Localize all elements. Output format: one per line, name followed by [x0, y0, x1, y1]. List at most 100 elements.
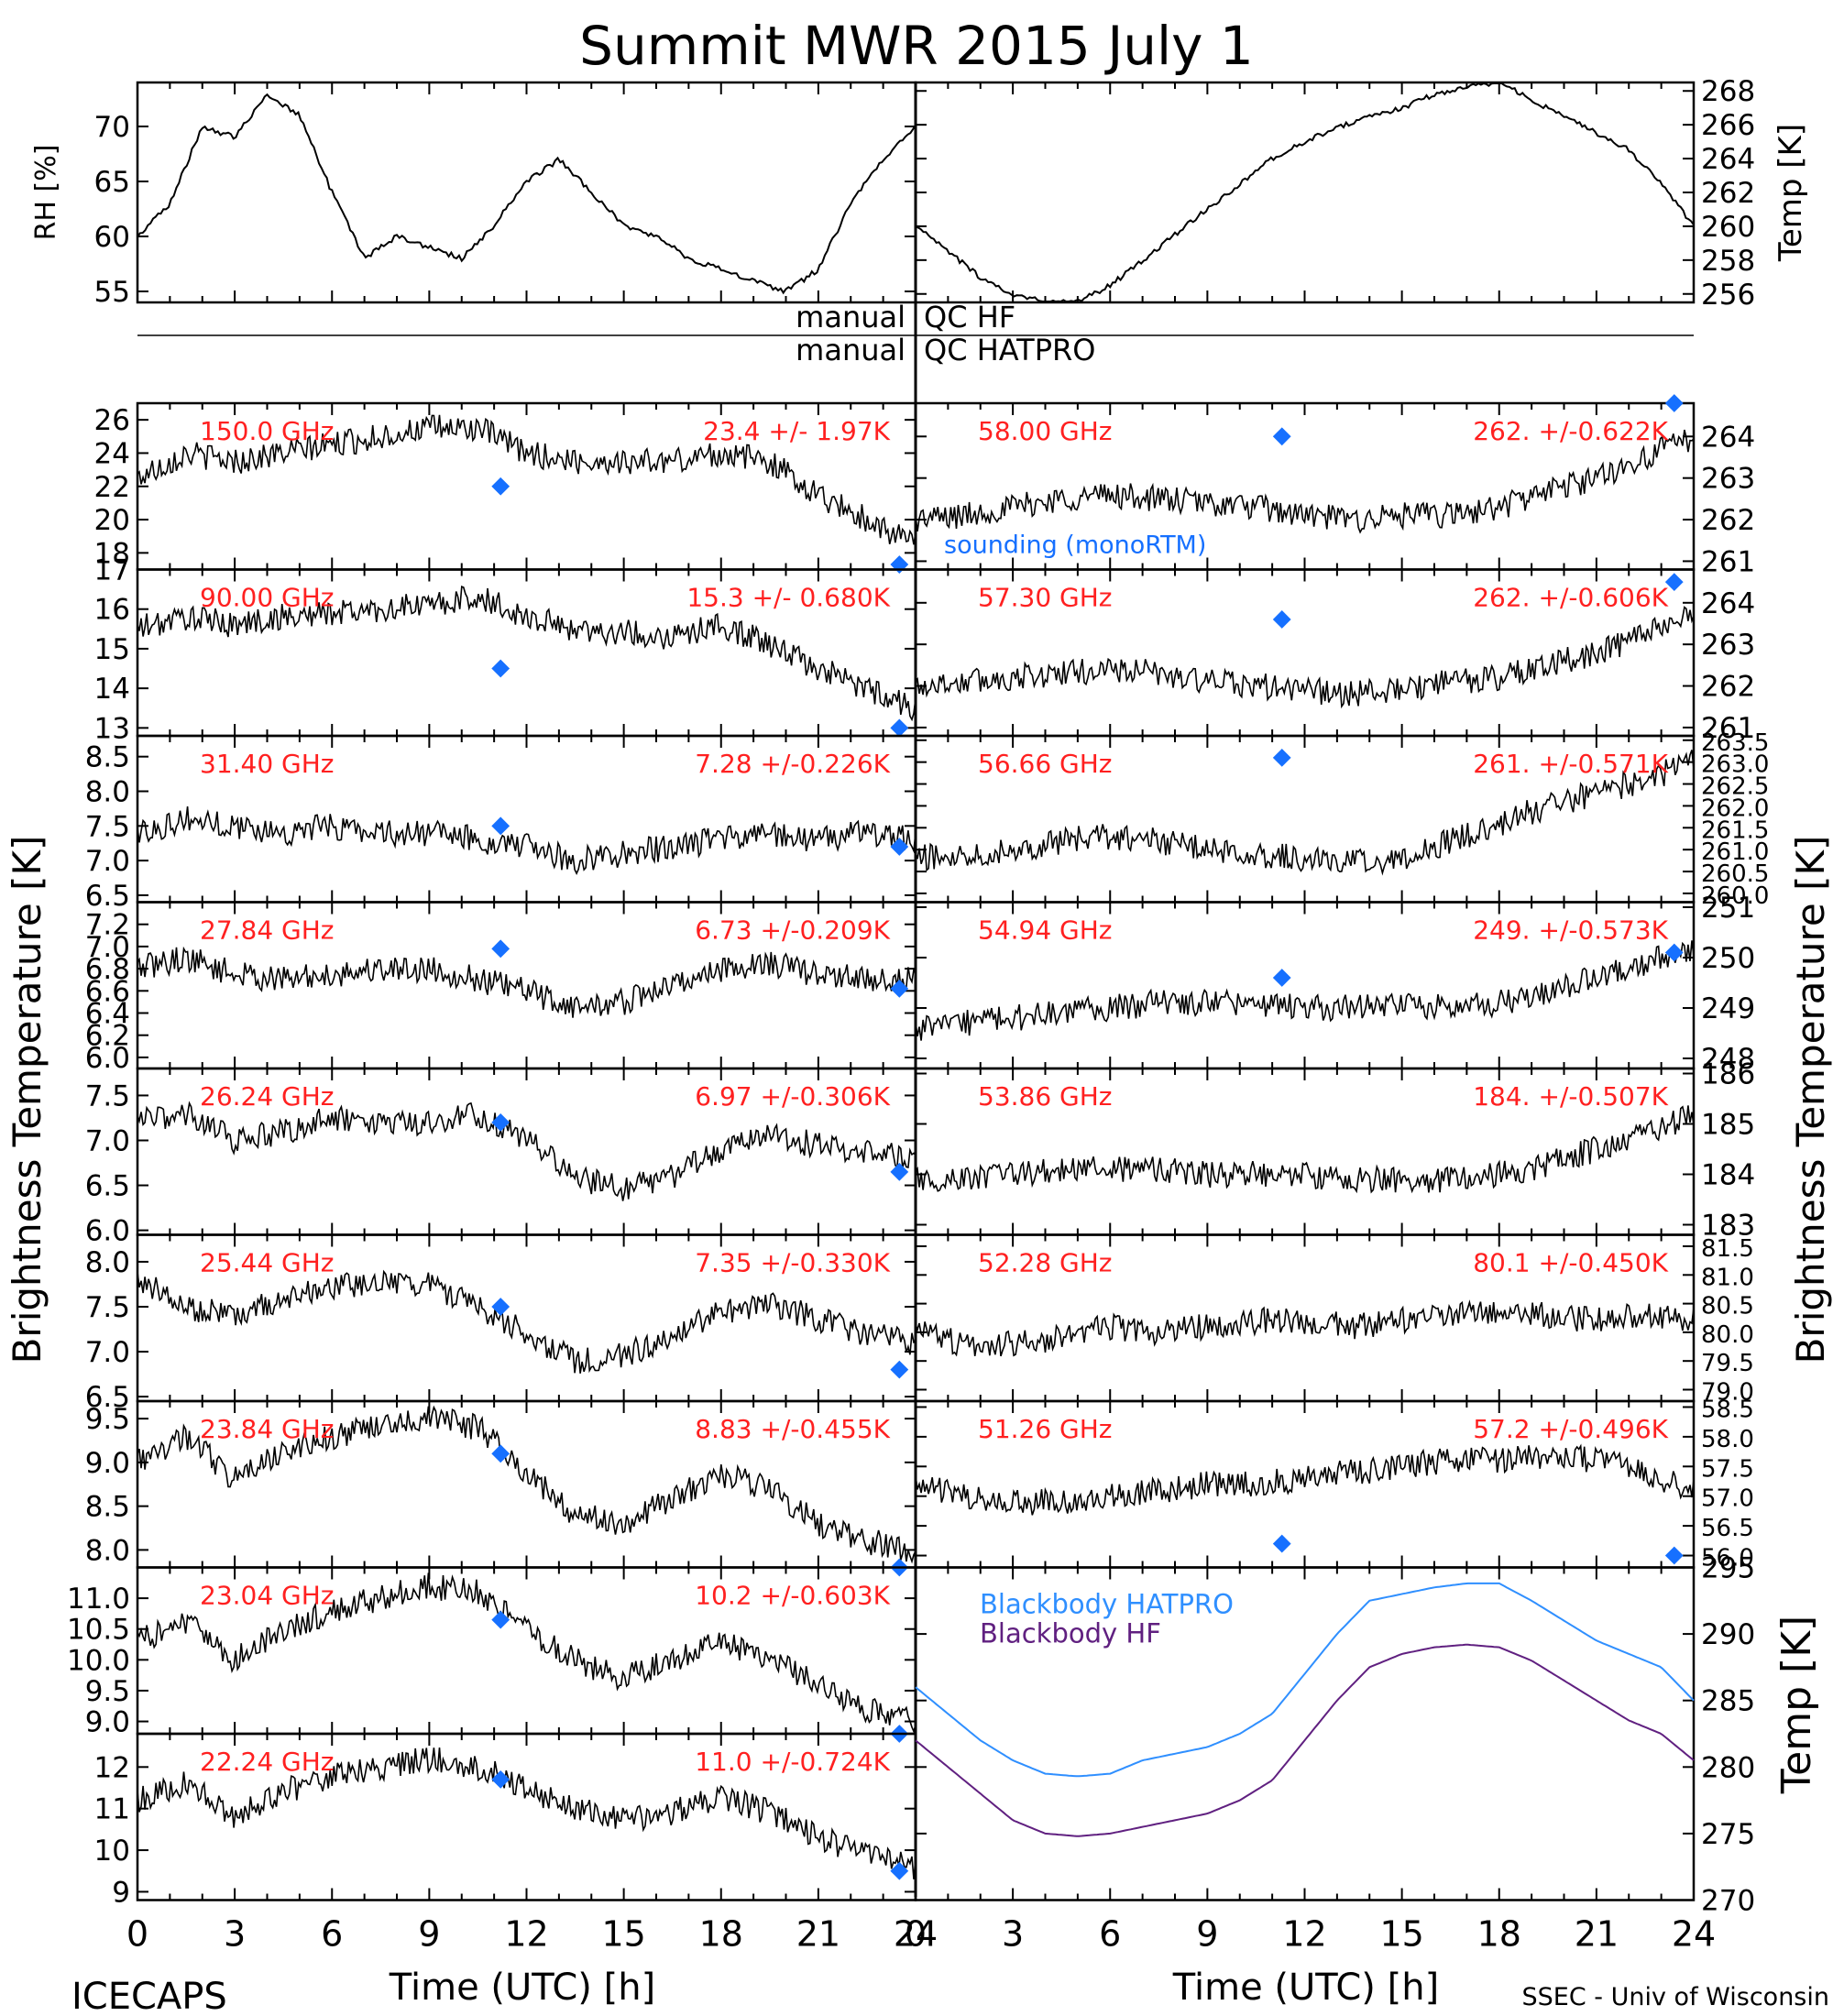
x-tick-label: 18	[1477, 1914, 1521, 1955]
panel-ch-23.04: 9.09.510.010.511.0 23.04 GHz 10.2 +/-0.603…	[67, 1566, 917, 1743]
y-tick-label: 6.8	[85, 953, 130, 986]
y-tick-label: 6.5	[85, 1381, 130, 1414]
y-tick-label: 65	[94, 166, 130, 199]
y-tick-label: 6.0	[85, 1215, 130, 1248]
x-tick-label: 12	[1282, 1914, 1326, 1955]
y-tick-label: 290	[1701, 1618, 1755, 1651]
y-tick-label: 263.0	[1701, 751, 1769, 779]
panel-rh: 55 60 65 70	[94, 81, 917, 309]
sounding-marker	[890, 1162, 909, 1181]
panel-ch-90.00: 13 14 15 16 17 90.00 GHz 15.3 +/- 0.680K	[94, 554, 917, 745]
y-tick-label: 7.5	[85, 810, 130, 843]
y-tick-label: 6.2	[85, 1020, 130, 1053]
y-tick-label: 58.0	[1701, 1426, 1754, 1453]
channel-trace	[915, 1105, 1695, 1194]
y-tick-label: 15	[94, 633, 130, 666]
y-tick-label: 6.5	[85, 880, 130, 913]
sounding-marker	[1272, 969, 1291, 987]
y-tick-label: 14	[94, 673, 130, 706]
panel-ch-25.44: 6.5 7.0 7.5 8.0 25.44 GHz 7.35 +/-0.330K	[85, 1233, 917, 1414]
y-tick-label: 261.0	[1701, 838, 1769, 866]
panel-ylabel: Temp [K]	[1773, 1616, 1820, 1794]
panel-ch-54.94: 248 249 250 251 54.94 GHz 249. +/-0.573K	[914, 892, 1755, 1076]
panel-blackbody: 270 275 280 285 290 295 Blackbody HATPROBlackb…	[905, 1552, 1755, 1955]
channel-label: 90.00 GHz	[200, 583, 335, 613]
y-tick-label: 9.5	[85, 1675, 130, 1708]
y-tick-label: 20	[94, 504, 130, 537]
y-tick-label: 7.5	[85, 1079, 130, 1112]
y-tick-label: 70	[94, 111, 130, 144]
y-tick-label: 79.0	[1701, 1378, 1754, 1406]
sounding-marker	[890, 979, 909, 998]
channel-stats: 249. +/-0.573K	[1473, 915, 1668, 946]
sounding-marker	[1272, 748, 1291, 767]
sounding-marker	[1272, 610, 1291, 629]
channel-label: 51.26 GHz	[978, 1414, 1113, 1444]
series-line	[137, 93, 916, 295]
x-tick-label: 0	[126, 1914, 148, 1955]
y-tick-label: 183	[1701, 1210, 1755, 1243]
x-tick-label: 0	[905, 1914, 927, 1955]
y-tick-label: 18	[94, 537, 130, 570]
panel-ch-31.40: 6.57.07.58.08.5 31.40 GHz 7.28 +/-0.226K	[85, 734, 917, 913]
footer-left: ICECAPS	[71, 1976, 227, 2016]
sounding-marker	[491, 1298, 510, 1316]
sounding-marker	[890, 555, 909, 574]
panel-ch-22.24: 9 10 11 12 22.24 GHz 11.0 +/-0.724K 0 3 6 9 12 15 18…	[94, 1732, 938, 1955]
y-tick-label: 295	[1701, 1552, 1755, 1585]
sounding-marker	[491, 939, 510, 959]
y-tick-label: 249	[1701, 992, 1755, 1025]
channel-label: 58.00 GHz	[978, 416, 1113, 446]
y-tick-label: 8.0	[85, 1246, 130, 1279]
channel-trace	[915, 1443, 1695, 1516]
y-tick-label: 7.5	[85, 1291, 130, 1324]
sounding-marker	[491, 659, 510, 678]
channel-trace	[137, 946, 916, 1018]
channel-label: 52.28 GHz	[978, 1248, 1113, 1278]
channel-stats: 261. +/-0.571K	[1473, 749, 1668, 779]
y-tick-label: 56.5	[1701, 1515, 1754, 1542]
y-tick-label: 262.5	[1701, 773, 1769, 801]
channel-stats: 184. +/-0.507K	[1473, 1081, 1668, 1112]
panel-ch-56.66: 260.0260.5261.0261.5262.0262.5263.0263.5…	[914, 729, 1769, 910]
panel-ylabel: Temp [K]	[1773, 124, 1809, 262]
channel-stats: 80.1 +/-0.450K	[1473, 1248, 1668, 1278]
channel-trace	[137, 1748, 916, 1879]
y-tick-label: 184	[1701, 1159, 1755, 1192]
y-tick-label: 81.0	[1701, 1264, 1754, 1291]
y-tick-label: 263	[1701, 629, 1755, 662]
y-tick-label: 80.0	[1701, 1321, 1754, 1349]
sounding-marker	[491, 1770, 510, 1789]
y-tick-label: 8.0	[85, 1534, 130, 1567]
y-tick-label: 262.0	[1701, 794, 1769, 822]
sounding-marker	[890, 718, 909, 738]
y-tick-label: 270	[1701, 1885, 1755, 1918]
x-tick-label: 6	[321, 1914, 343, 1955]
y-tick-label: 11	[94, 1793, 130, 1826]
y-tick-label: 262	[1701, 504, 1755, 537]
panel-frame	[136, 81, 917, 304]
y-tick-label: 56.0	[1701, 1545, 1754, 1572]
figure-title: Summit MWR 2015 July 1	[579, 15, 1254, 77]
series-line	[915, 1582, 1695, 1778]
sounding-marker	[890, 838, 909, 856]
y-tick-label: 285	[1701, 1685, 1755, 1718]
y-tick-label: 7.0	[85, 1124, 130, 1157]
y-tick-label: 10.0	[67, 1644, 130, 1677]
channel-label: 31.40 GHz	[200, 749, 335, 779]
y-tick-label: 261	[1701, 712, 1755, 745]
y-tick-label: 256	[1701, 279, 1755, 312]
x-tick-label: 3	[1002, 1914, 1024, 1955]
channel-trace	[915, 429, 1695, 534]
y-tick-label: 268	[1701, 75, 1755, 108]
sounding-marker	[491, 1610, 510, 1629]
sounding-marker	[491, 477, 510, 496]
sounding-marker	[1664, 573, 1684, 592]
x-tick-label: 24	[894, 1914, 938, 1955]
channel-stats: 6.97 +/-0.306K	[695, 1081, 890, 1112]
y-tick-label: 264	[1701, 143, 1755, 176]
y-tick-label: 9.0	[85, 1706, 130, 1739]
sounding-marker	[890, 1861, 909, 1880]
channel-stats: 7.28 +/-0.226K	[695, 749, 890, 779]
y-tick-label: 24	[94, 437, 130, 470]
